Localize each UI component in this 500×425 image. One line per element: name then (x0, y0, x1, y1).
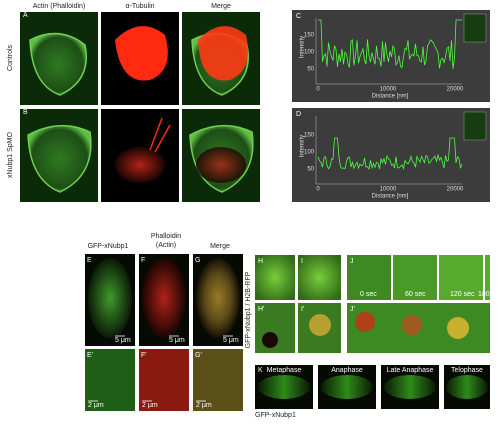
intensity-trace (317, 137, 463, 171)
cell (88, 258, 132, 338)
spindle (196, 147, 246, 183)
column-header: Merge (210, 243, 230, 250)
time-label: 60 sec (405, 291, 426, 298)
panel-letter: E' (87, 352, 93, 359)
column-header: GFP-xNubp1 (88, 243, 129, 250)
scale-bar-label: 5 μm (115, 337, 131, 344)
row-label: xNubp1 SpMO (7, 131, 14, 177)
x-label: Distance [nm] (372, 194, 409, 200)
cell (196, 258, 240, 338)
spindle (384, 375, 436, 399)
panel-i (298, 255, 341, 300)
inset (463, 13, 487, 43)
panel-letter: J' (350, 306, 355, 313)
nucleus (447, 317, 469, 339)
panel-letter: C (296, 13, 301, 20)
phase-label: Telophase (451, 367, 483, 374)
nucleus (355, 312, 375, 332)
y-tick-label: 150 (304, 33, 315, 39)
nucleus (309, 314, 331, 336)
spindle (115, 26, 168, 81)
scale-bar-label: 2 μm (142, 402, 158, 409)
x-tick-label: 0 (316, 87, 320, 93)
cell (29, 32, 87, 96)
y-tick-label: 50 (307, 67, 314, 73)
panel-letter: F' (141, 352, 147, 359)
panel-letter: G (195, 257, 200, 264)
panel-letter: A (23, 12, 28, 19)
y-label: Intensity (300, 135, 306, 157)
spindle (198, 26, 248, 81)
panel-letter: F (141, 257, 145, 264)
panel-j-1 (347, 255, 391, 300)
panel-j-3 (439, 255, 483, 300)
panel-h (255, 255, 295, 300)
spindle (258, 375, 310, 399)
scale-bar-label: 5 μm (169, 337, 185, 344)
intensity-trace (318, 19, 462, 69)
scale-bar-label: 2 μm (196, 402, 212, 409)
phase-label: Metaphase (267, 367, 302, 374)
y-tick-label: 100 (304, 150, 315, 156)
nucleus (402, 315, 422, 335)
row-label: Controls (7, 44, 14, 71)
phase-label: Late Anaphase (387, 367, 434, 374)
phase-label: Anaphase (331, 367, 363, 374)
panel-letter: H' (258, 306, 264, 313)
panel-letter: K (258, 367, 263, 374)
y-tick-label: 50 (307, 167, 314, 173)
fibers (149, 117, 171, 153)
spindle (321, 375, 373, 399)
cell (142, 258, 186, 338)
cell (27, 124, 92, 193)
scale-bar-label: 2 μm (88, 402, 104, 409)
x-tick-label: 0 (316, 187, 320, 193)
column-header: Actin (Phalloidin) (33, 3, 86, 10)
panel-letter: H (258, 258, 263, 265)
panel-letter: D (296, 111, 301, 118)
scale-bar-label: 5 μm (223, 337, 239, 344)
x-tick-label: 20000 (447, 87, 464, 93)
time-label: 0 sec (360, 291, 377, 298)
panel-letter: G' (195, 352, 202, 359)
spindle (115, 147, 165, 183)
x-label: Distance [nm] (372, 94, 409, 100)
y-tick-label: 100 (304, 50, 315, 56)
spindle (446, 375, 488, 399)
panel-letter: E (87, 257, 92, 264)
nucleus (262, 332, 278, 348)
x-tick-label: 10000 (380, 187, 397, 193)
panel-letter: J (350, 258, 354, 265)
time-label: 120 sec (450, 291, 475, 298)
column-header: Phalloidin (Actin) (151, 233, 181, 249)
time-label: 180 sec (478, 291, 500, 298)
image-panels (20, 10, 490, 411)
panel-letter: I (301, 258, 303, 265)
panel-letter: I' (301, 306, 304, 313)
bottom-label: GFP-xNubp1 (255, 412, 296, 419)
column-header: α-Tubulin (125, 3, 154, 10)
side-label: GFP-xNubp1 / H2B-RFP (245, 271, 252, 348)
y-tick-label: 150 (304, 133, 315, 139)
plot-d-background (292, 108, 490, 202)
column-header: Merge (211, 3, 231, 10)
panel-j-2 (393, 255, 437, 300)
x-tick-label: 20000 (447, 187, 464, 193)
y-label: Intensity (300, 36, 306, 58)
inset (463, 111, 487, 141)
x-tick-label: 10000 (380, 87, 397, 93)
panel-j-4-edge (485, 255, 490, 300)
panel-letter: B (23, 109, 28, 116)
